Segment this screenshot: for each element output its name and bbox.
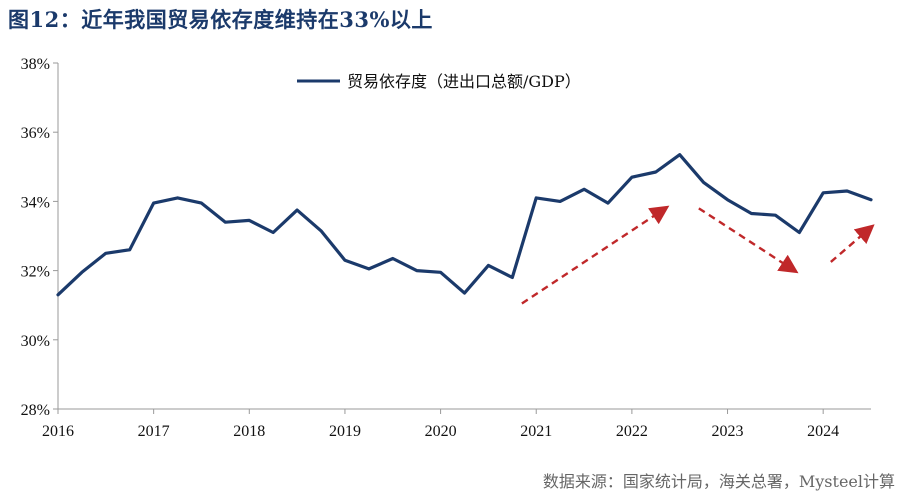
- y-tick-label: 36%: [21, 125, 50, 142]
- x-tick-label: 2022: [616, 423, 648, 440]
- legend: 贸易依存度（进出口总额/GDP）: [297, 72, 581, 91]
- y-tick-label: 28%: [21, 402, 50, 419]
- x-tick-label: 2019: [329, 423, 361, 440]
- series-layer: [56, 153, 873, 297]
- y-tick-label: 38%: [21, 56, 50, 73]
- tick-labels: 28% 30% 32% 34% 36% 38% 2016 2017 2018 2019 2020 20…: [21, 56, 840, 440]
- x-tick-label: 2016: [42, 423, 74, 440]
- chart-title: 图12：近年我国贸易依存度维持在33%以上: [8, 7, 433, 32]
- y-tick-label: 32%: [21, 264, 50, 281]
- x-tick-label: 2020: [425, 423, 457, 440]
- trend-arrow-up: [830, 224, 875, 263]
- axes: [53, 62, 871, 414]
- series-line: [56, 153, 873, 297]
- x-tick-label: 2018: [233, 423, 265, 440]
- y-tick-label: 34%: [21, 194, 50, 211]
- x-tick-label: 2021: [520, 423, 552, 440]
- x-tick-label: 2023: [712, 423, 744, 440]
- trend-arrows: [521, 205, 875, 305]
- x-tick-label: 2024: [807, 423, 839, 440]
- trend-arrow-up: [521, 205, 670, 305]
- legend-label: 贸易依存度（进出口总额/GDP）: [347, 72, 581, 91]
- x-tick-label: 2017: [138, 423, 170, 440]
- source-note: 数据来源：国家统计局，海关总署，Mysteel计算: [542, 472, 895, 491]
- y-tick-label: 30%: [21, 333, 50, 350]
